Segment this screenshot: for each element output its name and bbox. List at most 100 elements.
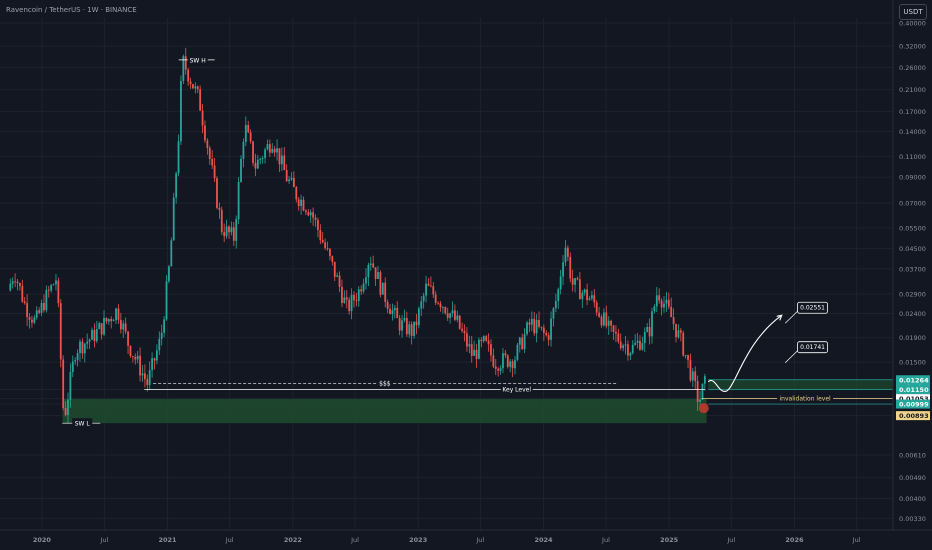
candle-body (651, 311, 653, 337)
candle-body (119, 319, 122, 330)
candle-body (131, 356, 134, 357)
candle-body (576, 278, 579, 280)
candle-body (494, 366, 497, 369)
candle-body (180, 80, 182, 142)
candle-body (100, 323, 103, 335)
candle-body (143, 373, 146, 380)
candle-body (172, 197, 175, 241)
candle-body (682, 332, 685, 356)
candle-body (533, 318, 536, 334)
candle-body (69, 372, 72, 400)
candle-body (86, 341, 89, 344)
candle-body (684, 354, 687, 356)
candle-body (283, 155, 286, 171)
time-axis-tick-label: 2021 (158, 536, 177, 544)
target-callout-label: 0.01741 (800, 344, 825, 351)
price-axis-highlight-bg (896, 394, 930, 404)
candle-body (571, 278, 574, 285)
candle-body (372, 263, 375, 268)
candle-body (259, 158, 262, 160)
candle-body (324, 242, 327, 249)
candle-body (110, 318, 113, 322)
low-marker-circle (698, 403, 709, 414)
candle-body (256, 159, 259, 169)
candle-body (225, 226, 228, 237)
candle-body (43, 302, 45, 311)
target-callout-line (784, 350, 798, 363)
candle-body (105, 317, 108, 322)
candle-body (28, 317, 31, 320)
candle-body (184, 56, 187, 70)
candle-body (297, 199, 300, 206)
candle-body (300, 199, 302, 206)
candle-body (71, 361, 74, 373)
candle-body (569, 256, 572, 279)
candle-body (122, 323, 125, 330)
price-axis-highlight-label: 0.01053 (899, 395, 929, 403)
time-axis-tick-label: 2024 (534, 536, 553, 544)
candle-body (593, 295, 596, 303)
candle-body (177, 141, 180, 174)
candle-body (410, 324, 413, 336)
candle-body (95, 329, 98, 342)
candle-body (514, 359, 516, 369)
candle-body (21, 286, 24, 302)
candle-body (47, 289, 50, 291)
candle-body (634, 342, 637, 345)
candle-body (57, 280, 60, 304)
candle-body (458, 315, 461, 329)
candle-body (619, 341, 622, 349)
candle-body (485, 336, 488, 341)
candle-body (631, 344, 634, 353)
currency-button[interactable]: USDT (899, 4, 927, 20)
candle-body (280, 155, 283, 165)
candle-body (249, 132, 252, 142)
candle-body (254, 162, 257, 169)
symbol-title: Ravencoin / TetherUS · 1W · BINANCE (6, 6, 137, 14)
candle-body (403, 317, 406, 321)
candle-body (672, 317, 675, 324)
candle-body (607, 320, 610, 326)
candle-body (463, 330, 466, 334)
candle-body (124, 323, 127, 332)
candle-body (365, 277, 367, 284)
candle-body (518, 337, 521, 345)
price-axis-highlight-label: 0.01264 (899, 376, 929, 384)
candle-body (381, 282, 384, 295)
candle-body (550, 318, 552, 340)
candle-body (278, 148, 281, 165)
time-axis-tick-label: 2023 (409, 536, 427, 544)
price-axis-tick-label: 0.00330 (899, 515, 926, 523)
candle-body (252, 141, 254, 163)
time-axis-tick-label: Jul (726, 536, 735, 544)
candle-body (516, 344, 519, 360)
candle-body (574, 278, 576, 285)
candle-body (206, 140, 209, 148)
candle-body (588, 298, 591, 301)
candle-body (413, 321, 415, 336)
price-axis-tick-label: 0.11000 (899, 153, 926, 161)
candle-body (461, 328, 464, 331)
price-axis-highlight-label: 0.00999 (899, 401, 929, 409)
candle-body (504, 353, 507, 356)
candle-body (160, 332, 163, 339)
demand-zone (62, 398, 707, 424)
candle-body (703, 376, 706, 384)
candle-body (141, 373, 144, 376)
candle-body (598, 312, 601, 317)
candle-body (129, 345, 132, 357)
time-axis-tick-label: Jul (475, 536, 484, 544)
candle-body (196, 86, 199, 90)
candle-body (148, 370, 151, 385)
candle-body (646, 326, 649, 332)
candle-body (16, 281, 19, 284)
candle-body (235, 219, 238, 241)
candle-body (629, 352, 632, 356)
price-axis-tick-label: 0.32000 (899, 43, 926, 51)
candle-body (523, 334, 526, 350)
price-axis-tick-label: 0.17000 (899, 108, 926, 116)
candle-body (665, 299, 668, 304)
candle-body (175, 173, 178, 198)
